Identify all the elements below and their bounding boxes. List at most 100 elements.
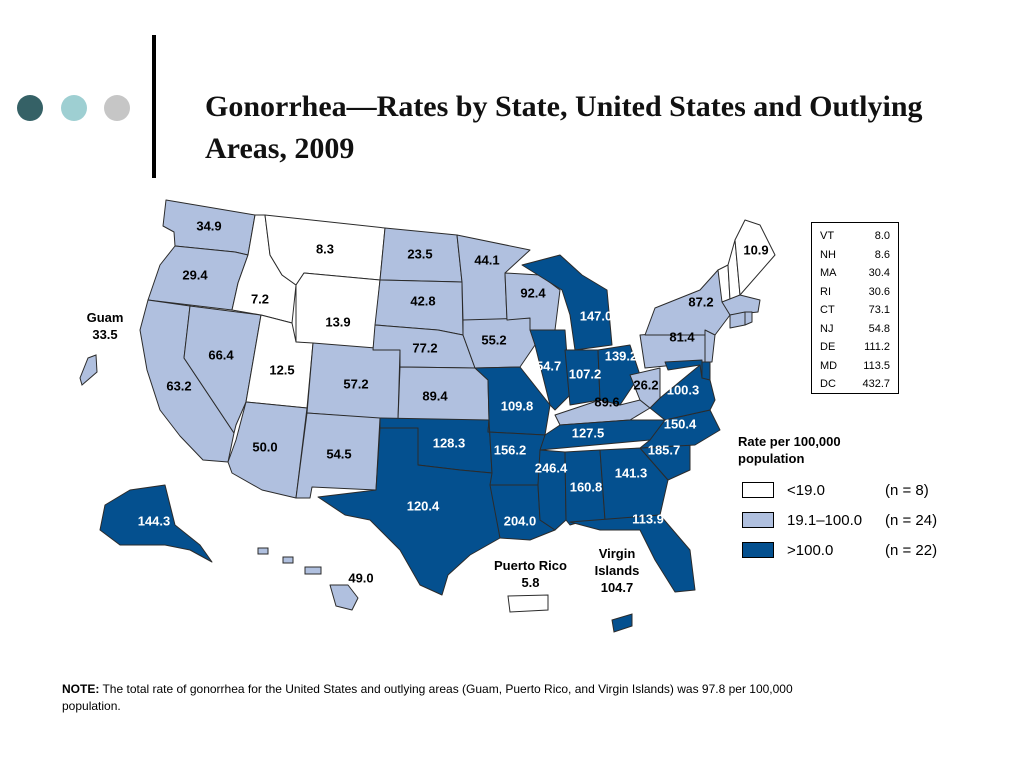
- legend-range-low: <19.0: [787, 482, 825, 499]
- state-FL: [569, 514, 696, 593]
- table-value: 30.6: [868, 285, 890, 298]
- state-OH: [597, 344, 641, 406]
- puerto-rico-value: 5.8: [521, 575, 540, 590]
- state-value-IL: 154.7: [529, 358, 562, 373]
- legend-range-mid: 19.1–100.0: [787, 512, 863, 529]
- state-MA: [721, 294, 761, 316]
- state-value-OH: 139.2: [605, 348, 638, 363]
- footnote-label: NOTE:: [62, 682, 100, 696]
- state-value-MN: 44.1: [474, 252, 499, 267]
- state-value-MI: 147.0: [580, 308, 613, 323]
- state-ME: [734, 219, 776, 296]
- state-value-IN: 107.2: [569, 366, 602, 381]
- table-value: 73.1: [868, 304, 890, 316]
- state-value-NY: 87.2: [688, 294, 713, 309]
- decor-dot-gray: [104, 95, 130, 121]
- table-value: 111.2: [864, 341, 890, 353]
- state-VA: [649, 364, 716, 421]
- hawaii-island-maui: [304, 566, 322, 575]
- state-value-ID: 7.2: [251, 291, 269, 306]
- legend-range-high: >100.0: [787, 542, 834, 559]
- table-state: DE: [820, 341, 836, 353]
- state-value-WV: 26.2: [633, 377, 658, 392]
- state-AK: [99, 484, 213, 563]
- table-value: 432.7: [862, 378, 890, 390]
- guam-shape: [79, 354, 98, 386]
- state-value-GA: 141.3: [615, 465, 648, 480]
- legend-count-low: (n = 8): [885, 482, 929, 499]
- table-state: NJ: [820, 322, 834, 335]
- table-value: 8.6: [874, 248, 890, 261]
- state-value-AZ: 50.0: [252, 439, 277, 454]
- northeast-rate-table: VT 8.0 NH 8.6 MA 30.4 RI 30.6 CT 73.1 NJ 54.8 DE 111.…: [811, 222, 899, 394]
- legend-count-high: (n = 22): [885, 542, 938, 559]
- state-CT: [729, 311, 746, 329]
- table-value: 30.4: [868, 267, 890, 279]
- state-value-OR: 29.4: [182, 267, 208, 282]
- state-AZ: [227, 401, 308, 499]
- state-value-MO: 109.8: [501, 398, 534, 413]
- legend-title: Rate per 100,000 population: [738, 434, 841, 466]
- state-value-TN: 127.5: [572, 425, 605, 440]
- table-state: MA: [820, 267, 837, 279]
- decor-dot-dark: [17, 95, 43, 121]
- puerto-rico-shape: [507, 594, 549, 613]
- table-value: 8.0: [874, 230, 890, 242]
- state-value-AR: 156.2: [494, 442, 527, 457]
- state-TX: [317, 427, 501, 596]
- virgin-islands-shape: [611, 613, 633, 633]
- title-divider: [152, 35, 156, 178]
- state-value-OK: 128.3: [433, 435, 466, 450]
- state-value-FL: 113.9: [632, 511, 664, 526]
- state-value-MT: 8.3: [316, 241, 334, 256]
- state-value-AK: 144.3: [138, 513, 171, 528]
- state-value-CA: 63.2: [166, 378, 191, 393]
- state-value-CO: 57.2: [343, 376, 368, 391]
- state-value-NE: 77.2: [412, 340, 437, 355]
- table-value: 113.5: [863, 359, 890, 372]
- table-row: CT 73.1: [820, 301, 890, 320]
- state-NJ: [704, 329, 716, 363]
- table-row: DE 111.2: [820, 338, 890, 357]
- table-row: NJ 54.8: [820, 320, 890, 339]
- legend-swatch-low: [742, 482, 774, 498]
- state-value-TX: 120.4: [407, 498, 440, 513]
- guam-value: 33.5: [92, 327, 118, 342]
- legend-swatch-mid: [742, 512, 774, 528]
- state-value-NC: 150.4: [664, 416, 697, 431]
- state-IL: [529, 329, 571, 411]
- virgin-islands-value: 104.7: [600, 580, 634, 595]
- guam-name: Guam: [86, 310, 124, 325]
- state-GA: [599, 447, 669, 521]
- hawaii-island-oahu: [282, 556, 294, 564]
- state-value-MS: 246.4: [535, 460, 568, 475]
- state-HI: [329, 584, 359, 611]
- table-row: MD 113.5: [820, 357, 890, 376]
- table-row: NH 8.6: [820, 246, 890, 265]
- state-value-UT: 12.5: [269, 362, 294, 377]
- puerto-rico-label: Puerto Rico 5.8: [478, 557, 583, 591]
- table-row: VT 8.0: [820, 227, 890, 246]
- decor-dot-teal: [61, 95, 87, 121]
- guam-label: Guam 33.5: [70, 309, 140, 343]
- state-DE: [701, 361, 711, 381]
- table-state: NH: [820, 248, 836, 261]
- table-state: DC: [820, 378, 836, 390]
- state-RI: [744, 311, 753, 326]
- state-value-SC: 185.7: [648, 442, 681, 457]
- state-value-WY: 13.9: [325, 314, 350, 329]
- table-row: DC 432.7: [820, 375, 890, 394]
- puerto-rico-name: Puerto Rico: [494, 558, 567, 573]
- hawaii-island-kauai: [257, 547, 269, 555]
- table-state: MD: [820, 359, 838, 372]
- virgin-islands-label: Virgin Islands 104.7: [582, 545, 652, 596]
- table-row: MA 30.4: [820, 264, 890, 283]
- state-WY: [295, 272, 381, 351]
- state-value-WA: 34.9: [196, 218, 221, 233]
- table-state: RI: [820, 285, 831, 298]
- legend-swatch-high: [742, 542, 774, 558]
- state-WV: [629, 367, 661, 409]
- footnote-text: The total rate of gonorrhea for the Unit…: [62, 682, 793, 713]
- state-MI: [521, 254, 613, 351]
